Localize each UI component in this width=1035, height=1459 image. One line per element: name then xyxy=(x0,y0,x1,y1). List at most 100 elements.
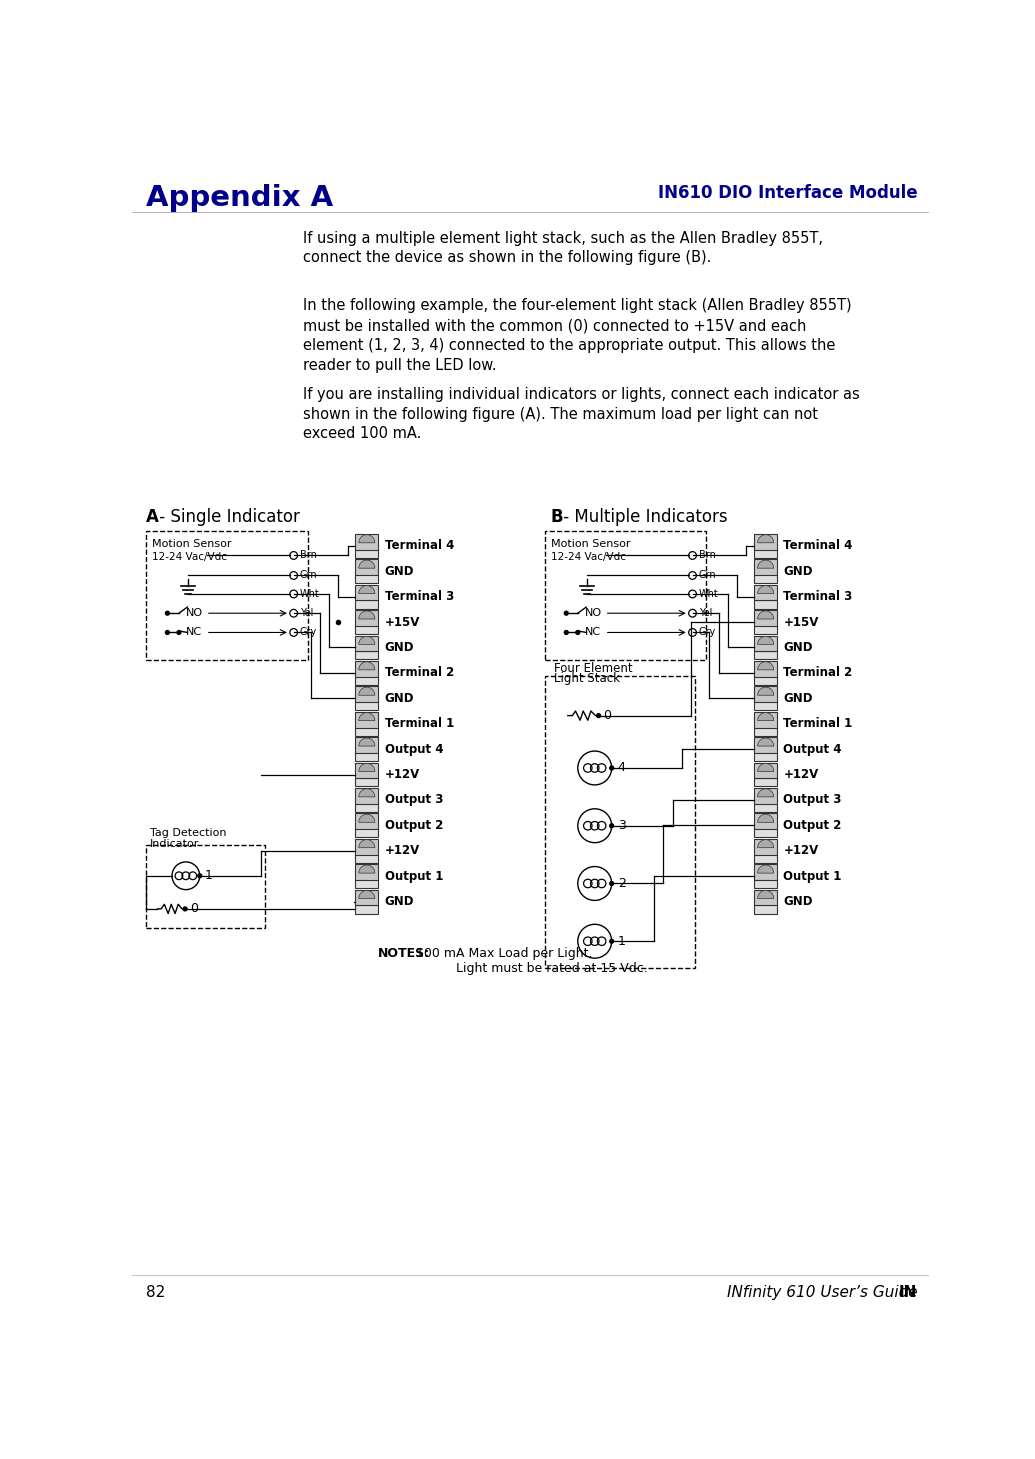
Bar xyxy=(755,753,777,762)
Text: 0: 0 xyxy=(189,902,198,915)
Text: 1: 1 xyxy=(618,935,626,948)
Circle shape xyxy=(688,552,697,559)
Text: GND: GND xyxy=(385,692,414,705)
Text: In the following example, the four-element light stack (Allen Bradley 855T)
must: In the following example, the four-eleme… xyxy=(303,298,852,372)
Text: If you are installing individual indicators or lights, connect each indicator as: If you are installing individual indicat… xyxy=(303,387,860,442)
Polygon shape xyxy=(359,839,375,848)
Bar xyxy=(755,661,777,677)
Circle shape xyxy=(564,630,568,635)
Bar xyxy=(146,845,265,928)
Bar xyxy=(755,686,777,702)
Polygon shape xyxy=(359,865,375,872)
Text: 12-24 Vac/Vdc: 12-24 Vac/Vdc xyxy=(551,553,626,562)
Text: Output 2: Output 2 xyxy=(783,818,841,832)
Bar xyxy=(355,814,379,829)
Polygon shape xyxy=(758,687,774,696)
Circle shape xyxy=(578,867,612,900)
Bar xyxy=(355,890,379,906)
Text: NOTES:: NOTES: xyxy=(379,947,431,960)
Text: Four Element: Four Element xyxy=(554,662,632,674)
Bar xyxy=(755,890,777,906)
Bar xyxy=(355,727,379,735)
Text: NO: NO xyxy=(186,608,203,619)
Polygon shape xyxy=(758,738,774,746)
Circle shape xyxy=(290,629,297,636)
Polygon shape xyxy=(758,636,774,645)
Bar xyxy=(355,600,379,608)
Text: +12V: +12V xyxy=(385,767,420,781)
Bar xyxy=(755,534,777,550)
Text: - Multiple Indicators: - Multiple Indicators xyxy=(558,508,728,525)
Text: Appendix A: Appendix A xyxy=(146,184,333,213)
Bar xyxy=(755,712,777,728)
Text: +15V: +15V xyxy=(385,616,420,629)
Polygon shape xyxy=(758,789,774,797)
Polygon shape xyxy=(758,865,774,872)
Bar xyxy=(355,559,379,575)
Text: Terminal 1: Terminal 1 xyxy=(783,718,853,730)
Bar xyxy=(755,854,777,862)
Circle shape xyxy=(610,766,614,770)
Text: NC: NC xyxy=(186,627,202,638)
Text: 3: 3 xyxy=(618,820,626,832)
Bar xyxy=(355,829,379,837)
Bar xyxy=(755,610,777,626)
Text: Terminal 3: Terminal 3 xyxy=(783,589,853,603)
Circle shape xyxy=(610,940,614,943)
Text: Output 4: Output 4 xyxy=(783,743,841,756)
Bar xyxy=(355,636,379,651)
Bar xyxy=(355,788,379,804)
Circle shape xyxy=(610,881,614,886)
Bar xyxy=(355,549,379,557)
Bar xyxy=(755,802,777,811)
Bar xyxy=(755,839,777,855)
Text: - Single Indicator: - Single Indicator xyxy=(153,508,299,525)
Text: Gry: Gry xyxy=(300,627,317,638)
Polygon shape xyxy=(359,738,375,746)
Bar xyxy=(755,727,777,735)
Text: Output 1: Output 1 xyxy=(385,870,443,883)
Text: IN610 DIO Interface Module: IN610 DIO Interface Module xyxy=(657,184,917,203)
Bar xyxy=(755,864,777,880)
Circle shape xyxy=(578,808,612,843)
Text: 100 mA Max Load per Light.
           Light must be rated at 15 Vdc.: 100 mA Max Load per Light. Light must be… xyxy=(412,947,648,975)
Text: Brn: Brn xyxy=(300,550,317,560)
Polygon shape xyxy=(359,585,375,594)
Bar xyxy=(355,702,379,711)
Text: GND: GND xyxy=(783,565,812,578)
Text: Output 3: Output 3 xyxy=(783,794,841,807)
Text: Yel: Yel xyxy=(300,608,314,619)
Text: GND: GND xyxy=(385,894,414,907)
Polygon shape xyxy=(359,636,375,645)
Circle shape xyxy=(688,589,697,598)
Bar xyxy=(355,610,379,626)
Circle shape xyxy=(290,572,297,579)
Bar xyxy=(355,778,379,786)
Polygon shape xyxy=(758,763,774,772)
Bar xyxy=(355,686,379,702)
Circle shape xyxy=(688,629,697,636)
Text: Grn: Grn xyxy=(699,570,716,581)
Text: Indicator: Indicator xyxy=(150,839,199,849)
Text: Terminal 4: Terminal 4 xyxy=(783,540,853,553)
Bar xyxy=(355,880,379,889)
Circle shape xyxy=(610,824,614,827)
Bar xyxy=(755,829,777,837)
Bar xyxy=(146,531,307,659)
Bar xyxy=(755,600,777,608)
Bar xyxy=(355,676,379,684)
Polygon shape xyxy=(758,839,774,848)
Bar xyxy=(544,676,694,969)
Bar xyxy=(755,624,777,635)
Circle shape xyxy=(578,925,612,959)
Text: Terminal 4: Terminal 4 xyxy=(385,540,454,553)
Text: Output 1: Output 1 xyxy=(783,870,841,883)
Polygon shape xyxy=(359,560,375,568)
Bar xyxy=(755,651,777,659)
Text: Terminal 1: Terminal 1 xyxy=(385,718,453,730)
Text: Terminal 3: Terminal 3 xyxy=(385,589,453,603)
Polygon shape xyxy=(758,662,774,670)
Bar xyxy=(755,737,777,753)
Bar xyxy=(355,864,379,880)
Text: +12V: +12V xyxy=(385,845,420,858)
